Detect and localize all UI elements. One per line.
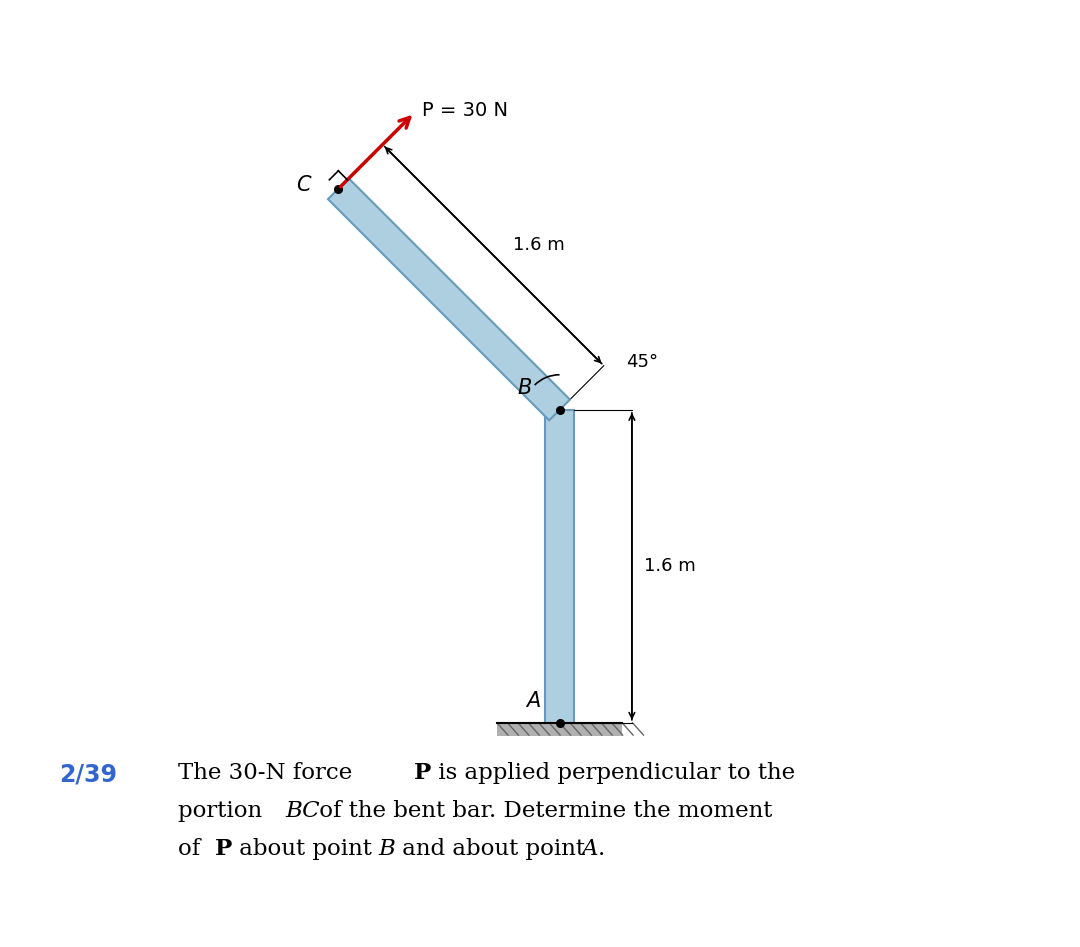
Text: portion: portion xyxy=(178,800,270,822)
Text: The 30-N force: The 30-N force xyxy=(178,762,360,784)
Polygon shape xyxy=(545,410,575,723)
Text: and about point: and about point xyxy=(395,838,593,860)
Text: of: of xyxy=(178,838,207,860)
Text: B: B xyxy=(378,838,395,860)
Text: P = 30 N: P = 30 N xyxy=(422,101,509,120)
Text: P: P xyxy=(414,762,431,784)
Text: BC: BC xyxy=(285,800,320,822)
Text: about point: about point xyxy=(232,838,379,860)
Text: 45°: 45° xyxy=(626,353,658,371)
Text: is applied perpendicular to the: is applied perpendicular to the xyxy=(431,762,795,784)
Polygon shape xyxy=(497,723,622,737)
Text: 1.6 m: 1.6 m xyxy=(513,237,565,255)
Text: A: A xyxy=(582,838,598,860)
Text: 2/39: 2/39 xyxy=(59,762,118,786)
Text: .: . xyxy=(598,838,606,860)
Text: 1.6 m: 1.6 m xyxy=(644,558,696,576)
Text: A: A xyxy=(526,691,540,711)
Text: of the bent bar. Determine the moment: of the bent bar. Determine the moment xyxy=(312,800,772,822)
Text: P: P xyxy=(215,838,232,860)
Text: B: B xyxy=(517,378,532,399)
Polygon shape xyxy=(328,178,570,420)
Text: C: C xyxy=(296,175,311,195)
